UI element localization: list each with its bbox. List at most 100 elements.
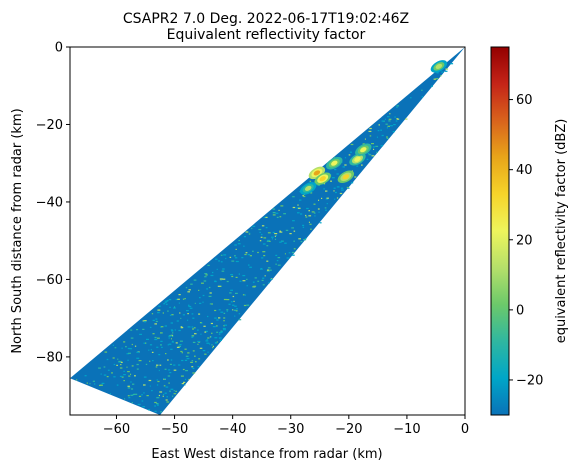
noise-speckle [127,347,131,350]
noise-speckle [421,96,423,98]
noise-speckle [252,250,254,252]
noise-speckle [377,130,380,132]
noise-speckle [220,279,222,281]
noise-speckle [410,97,412,99]
noise-speckle [371,155,375,157]
noise-speckle [168,343,172,345]
plot-area [70,47,465,415]
noise-speckle [128,397,131,399]
noise-speckle [106,376,109,378]
noise-speckle [314,215,316,217]
noise-speckle [262,251,266,253]
noise-speckle [216,268,218,270]
noise-speckle [186,310,189,312]
noise-speckle [134,393,138,395]
colorbar-tick-label: 20 [516,233,533,248]
noise-speckle [319,222,322,224]
noise-speckle [156,346,159,348]
noise-speckle [151,351,154,353]
noise-speckle [179,312,181,314]
noise-speckle [164,325,167,327]
noise-speckle [173,364,176,366]
noise-speckle [242,294,245,296]
noise-speckle [218,337,222,339]
noise-speckle [267,267,271,269]
x-tick-label: −50 [161,422,188,437]
noise-speckle [235,260,239,263]
noise-speckle [302,195,304,197]
noise-speckle [200,333,202,335]
noise-speckle [223,317,226,319]
noise-speckle [385,123,388,125]
noise-speckle [137,403,141,405]
noise-speckle [219,278,223,280]
noise-speckle [260,268,262,270]
y-tick-label: 0 [55,41,63,56]
noise-speckle [161,346,163,348]
noise-speckle [305,216,308,218]
noise-speckle [271,236,274,238]
noise-speckle [236,308,238,310]
noise-speckle [191,335,195,337]
noise-speckle [317,184,321,186]
noise-speckle [168,299,172,301]
noise-speckle [214,317,217,319]
noise-speckle [141,394,143,396]
noise-speckle [269,240,271,242]
noise-speckle [133,393,135,395]
noise-speckle [293,248,296,250]
noise-speckle [220,254,223,256]
noise-speckle [174,329,176,331]
noise-speckle [117,358,119,360]
noise-speckle [169,314,172,316]
noise-speckle [222,268,225,270]
noise-speckle [131,402,133,404]
noise-speckle [396,105,399,107]
noise-speckle [176,346,180,348]
noise-speckle [179,340,183,342]
noise-speckle [199,322,202,324]
noise-speckle [86,382,88,384]
noise-speckle [192,341,196,343]
noise-speckle [396,106,398,108]
noise-speckle [260,236,263,238]
noise-speckle [125,346,127,348]
y-tick-label: −20 [36,118,63,133]
colorbar-tick-label: 0 [516,303,524,318]
noise-speckle [157,309,161,311]
noise-speckle [226,310,228,312]
noise-speckle [207,337,210,339]
noise-speckle [123,374,126,376]
noise-speckle [300,241,303,243]
noise-speckle [187,319,189,321]
noise-speckle [118,361,121,363]
noise-speckle [149,344,153,346]
noise-speckle [209,343,211,345]
noise-speckle [311,211,315,213]
noise-speckle [142,328,145,330]
noise-speckle [348,154,351,156]
noise-speckle [313,212,316,214]
noise-speckle [202,350,206,352]
noise-speckle [154,338,158,341]
noise-speckle [276,260,279,262]
noise-speckle [277,264,281,266]
noise-speckle [155,320,158,323]
noise-speckle [154,405,157,407]
noise-speckle [269,269,272,271]
noise-speckle [180,350,183,353]
noise-speckle [219,332,222,334]
noise-speckle [386,136,388,138]
noise-speckle [167,344,169,346]
noise-speckle [356,165,359,167]
x-tick-label: −60 [103,422,130,437]
noise-speckle [235,310,238,312]
noise-speckle [169,335,172,337]
noise-speckle [321,197,323,199]
noise-speckle [185,370,188,372]
noise-speckle [121,347,123,349]
noise-speckle [116,364,118,366]
x-axis-label: East West distance from radar (km) [151,447,382,462]
noise-speckle [233,300,235,302]
